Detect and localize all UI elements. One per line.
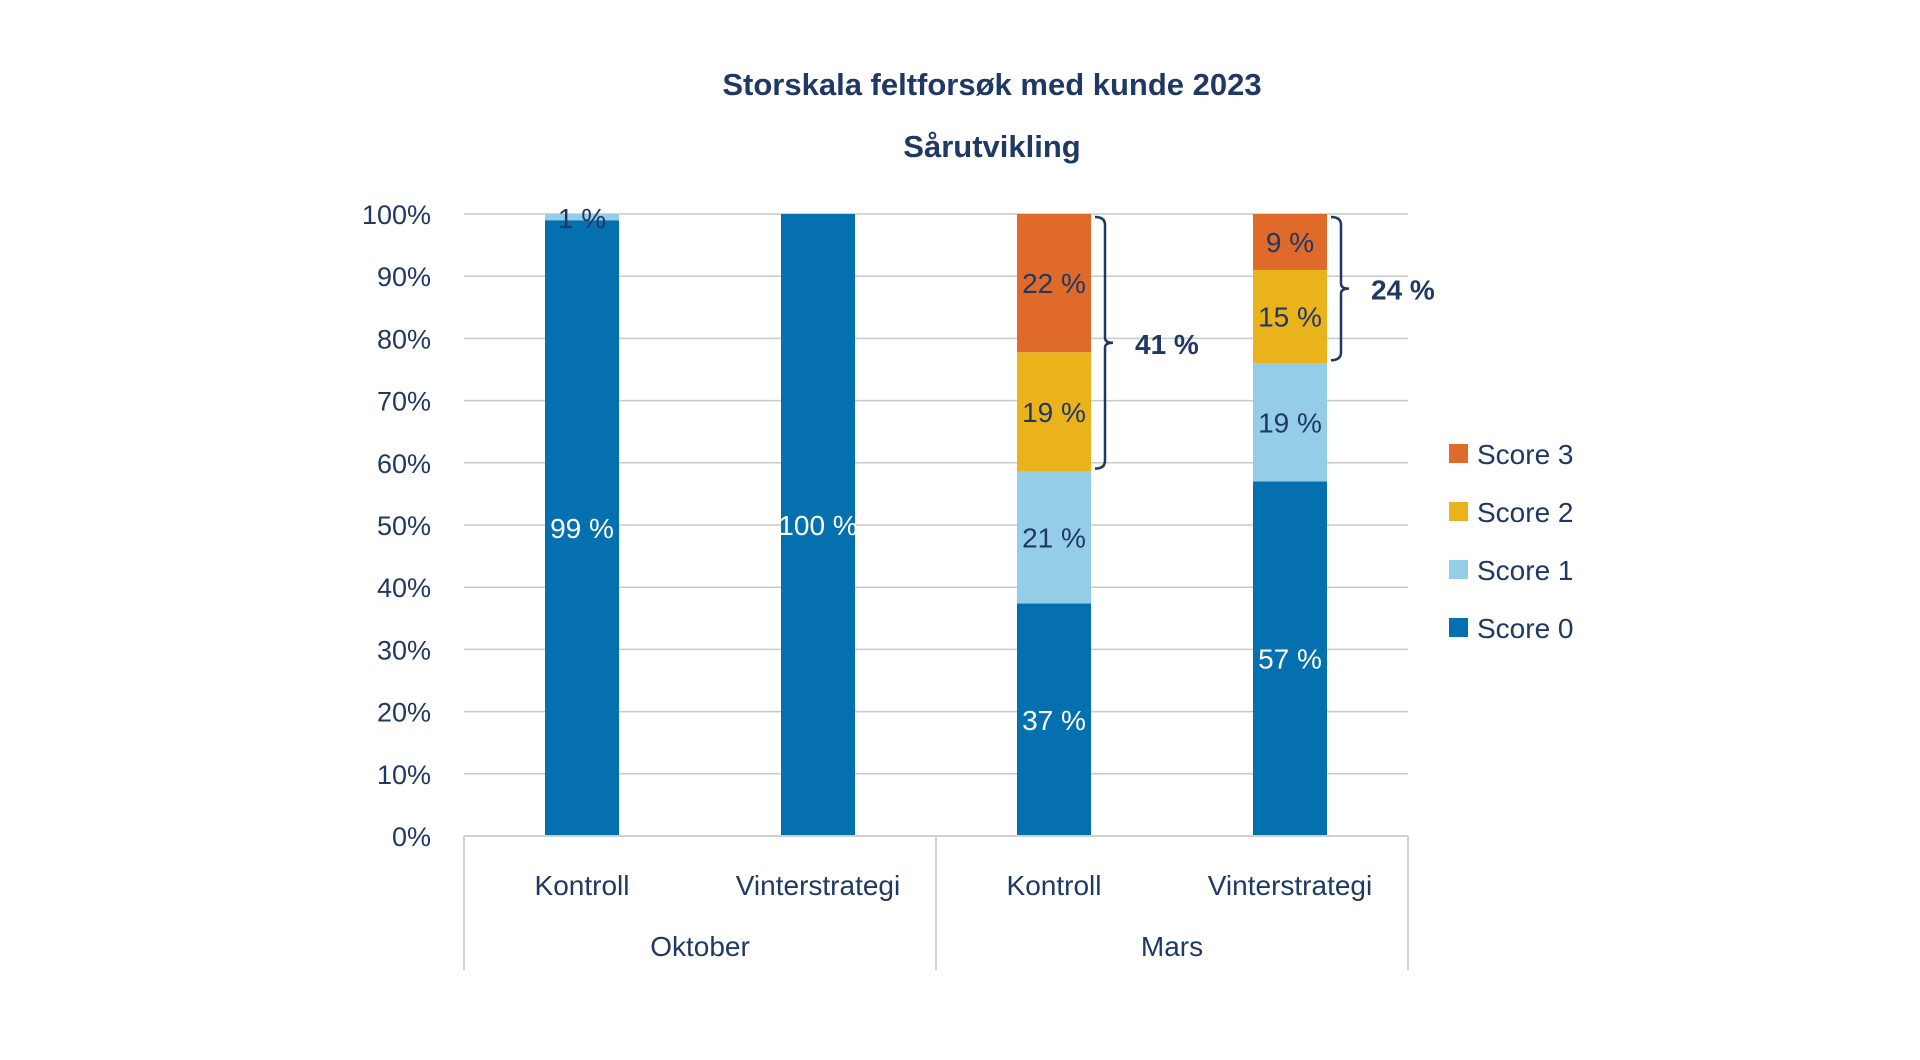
y-tick-label: 10% bbox=[377, 760, 431, 790]
x-group-label: Oktober bbox=[650, 931, 750, 962]
bar-segment bbox=[545, 220, 619, 837]
bar-segment bbox=[781, 214, 855, 836]
y-tick-label: 100% bbox=[362, 200, 431, 230]
y-tick-label: 90% bbox=[377, 262, 431, 292]
y-tick-label: 50% bbox=[377, 511, 431, 541]
x-category-label: Kontroll bbox=[1007, 870, 1102, 901]
bar-segment bbox=[1253, 481, 1327, 836]
chart-title: Storskala feltforsøk med kunde 2023 bbox=[722, 67, 1261, 102]
bar-segment bbox=[1253, 363, 1327, 482]
bracket-label: 41 % bbox=[1135, 329, 1199, 360]
data-label: 15 % bbox=[1258, 302, 1322, 333]
y-tick-label: 0% bbox=[392, 822, 431, 852]
legend-item: Score 1 bbox=[1449, 555, 1574, 586]
data-label: 9 % bbox=[1266, 227, 1314, 258]
y-tick-label: 60% bbox=[377, 449, 431, 479]
data-label: 1 % bbox=[558, 203, 606, 234]
y-tick-label: 20% bbox=[377, 698, 431, 728]
data-label: 57 % bbox=[1258, 644, 1322, 675]
y-tick-label: 70% bbox=[377, 387, 431, 417]
bar-segment bbox=[1017, 352, 1091, 472]
bar-segment bbox=[545, 214, 619, 221]
legend-label: Score 2 bbox=[1477, 497, 1574, 528]
x-group-label: Mars bbox=[1141, 931, 1203, 962]
legend-swatch bbox=[1449, 618, 1468, 637]
legend-label: Score 3 bbox=[1477, 439, 1574, 470]
data-label: 99 % bbox=[550, 513, 614, 544]
bar-segment bbox=[1017, 214, 1091, 353]
legend-item: Score 2 bbox=[1449, 497, 1574, 528]
y-tick-label: 80% bbox=[377, 324, 431, 354]
bars bbox=[545, 214, 1327, 837]
y-tick-label: 40% bbox=[377, 573, 431, 603]
legend-label: Score 1 bbox=[1477, 555, 1574, 586]
legend-label: Score 0 bbox=[1477, 613, 1574, 644]
legend-swatch bbox=[1449, 560, 1468, 579]
x-category-label: Vinterstrategi bbox=[1208, 870, 1372, 901]
data-labels: 99 % 1 % 100 % 37 % 21 % 19 % 22 % 57 % 19 % 15 %… bbox=[550, 203, 1322, 736]
x-category-label: Kontroll bbox=[535, 870, 630, 901]
data-label: 19 % bbox=[1022, 397, 1086, 428]
bracket-annotation bbox=[1330, 215, 1350, 362]
legend-swatch bbox=[1449, 502, 1468, 521]
gridlines bbox=[464, 213, 1408, 775]
bar-segment bbox=[1017, 471, 1091, 604]
data-label: 37 % bbox=[1022, 705, 1086, 736]
x-axis: Oktober Mars Kontroll Vinterstrategi Kontrol… bbox=[463, 835, 1409, 970]
data-label: 21 % bbox=[1022, 523, 1086, 554]
x-category-label: Vinterstrategi bbox=[736, 870, 900, 901]
legend-item: Score 3 bbox=[1449, 439, 1574, 470]
legend: Score 3 Score 2 Score 1 Score 0 bbox=[1449, 439, 1574, 644]
bar-segment bbox=[1253, 269, 1327, 364]
bracket-annotation bbox=[1094, 215, 1114, 470]
chart-subtitle: Sårutvikling bbox=[903, 129, 1080, 164]
y-tick-label: 30% bbox=[377, 635, 431, 665]
bar-segment bbox=[1253, 214, 1327, 270]
y-axis-ticks: 0% 10% 20% 30% 40% 50% 60% 70% 80% 90% 100% bbox=[362, 200, 431, 852]
data-label: 100 % bbox=[778, 510, 857, 541]
data-label: 19 % bbox=[1258, 407, 1322, 438]
data-label: 22 % bbox=[1022, 268, 1086, 299]
legend-swatch bbox=[1449, 444, 1468, 463]
bracket-label: 24 % bbox=[1371, 275, 1435, 306]
bar-segment bbox=[1017, 603, 1091, 836]
legend-item: Score 0 bbox=[1449, 613, 1574, 644]
annotations: 41 % 24 % bbox=[1094, 215, 1435, 470]
